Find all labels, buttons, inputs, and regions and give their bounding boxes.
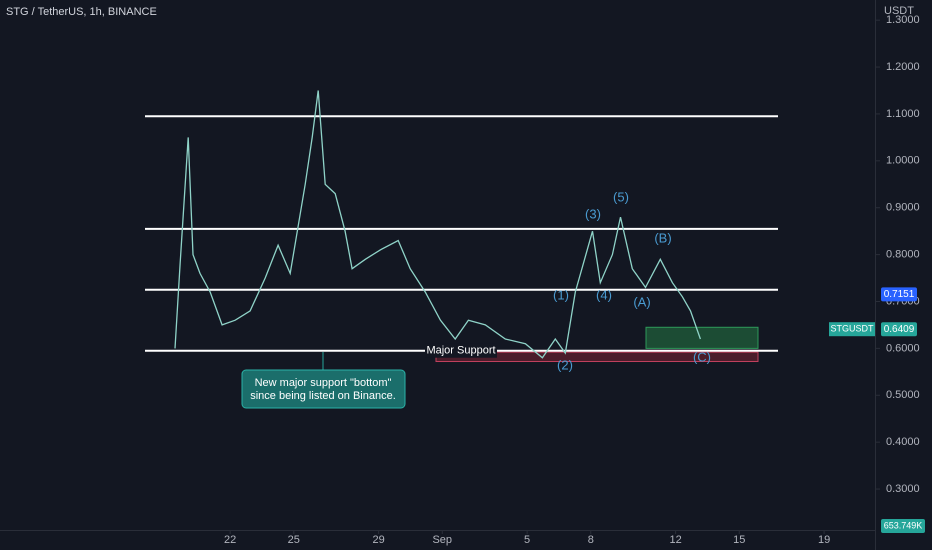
x-tick-label: 8 xyxy=(588,534,594,546)
wave-label: (1) xyxy=(553,287,569,302)
callout-box xyxy=(241,369,406,409)
wave-label: (3) xyxy=(585,206,601,221)
y-tick-label: 0.8000 xyxy=(886,249,920,261)
support-label-bg xyxy=(425,343,497,358)
price-tag-text: 0.6409 xyxy=(884,324,915,335)
y-tick-label: 1.1000 xyxy=(886,108,920,120)
y-tick-label: 0.6000 xyxy=(886,342,920,354)
volume-tag xyxy=(881,519,925,533)
support-label: Major Support xyxy=(426,345,495,357)
wave-label: (A) xyxy=(633,294,650,309)
price-tag xyxy=(881,287,917,302)
y-tick-label: 1.3000 xyxy=(886,14,920,26)
x-tick-label: 25 xyxy=(288,534,300,546)
chart-title: STG / TetherUS, 1h, BINANCE xyxy=(6,6,157,18)
y-tick-label: 0.5000 xyxy=(886,389,920,401)
y-tick-label: 1.0000 xyxy=(886,155,920,167)
price-tag xyxy=(881,322,917,337)
currency: USDT xyxy=(884,5,914,17)
callout-text: New major support "bottom" xyxy=(255,377,392,389)
wave-label: (5) xyxy=(613,189,629,204)
y-tick-label: 1.2000 xyxy=(886,61,920,73)
y-tick-label: 0.4000 xyxy=(886,436,920,448)
price-tag-text: 0.7151 xyxy=(884,289,915,300)
x-tick-label: 5 xyxy=(524,534,530,546)
x-tick-label: 12 xyxy=(669,534,681,546)
y-tick-label: 0.3000 xyxy=(886,483,920,495)
symbol-tag xyxy=(829,322,875,337)
x-tick-label: 22 xyxy=(224,534,236,546)
x-tick-label: 29 xyxy=(373,534,385,546)
zone xyxy=(645,326,759,349)
wave-label: (C) xyxy=(693,349,711,364)
wave-label: (B) xyxy=(654,230,671,245)
x-tick-label: Sep xyxy=(432,534,452,546)
y-tick-label: 0.9000 xyxy=(886,202,920,214)
volume-tag-text: 653.749K xyxy=(884,520,923,530)
wave-label: (2) xyxy=(557,357,573,372)
wave-label: (4) xyxy=(596,287,612,302)
symbol-tag-text: STGUSDT xyxy=(830,324,874,334)
x-tick-label: 19 xyxy=(818,534,830,546)
callout-text: since being listed on Binance. xyxy=(250,390,396,402)
price-line xyxy=(174,90,702,359)
x-tick-label: 15 xyxy=(733,534,745,546)
